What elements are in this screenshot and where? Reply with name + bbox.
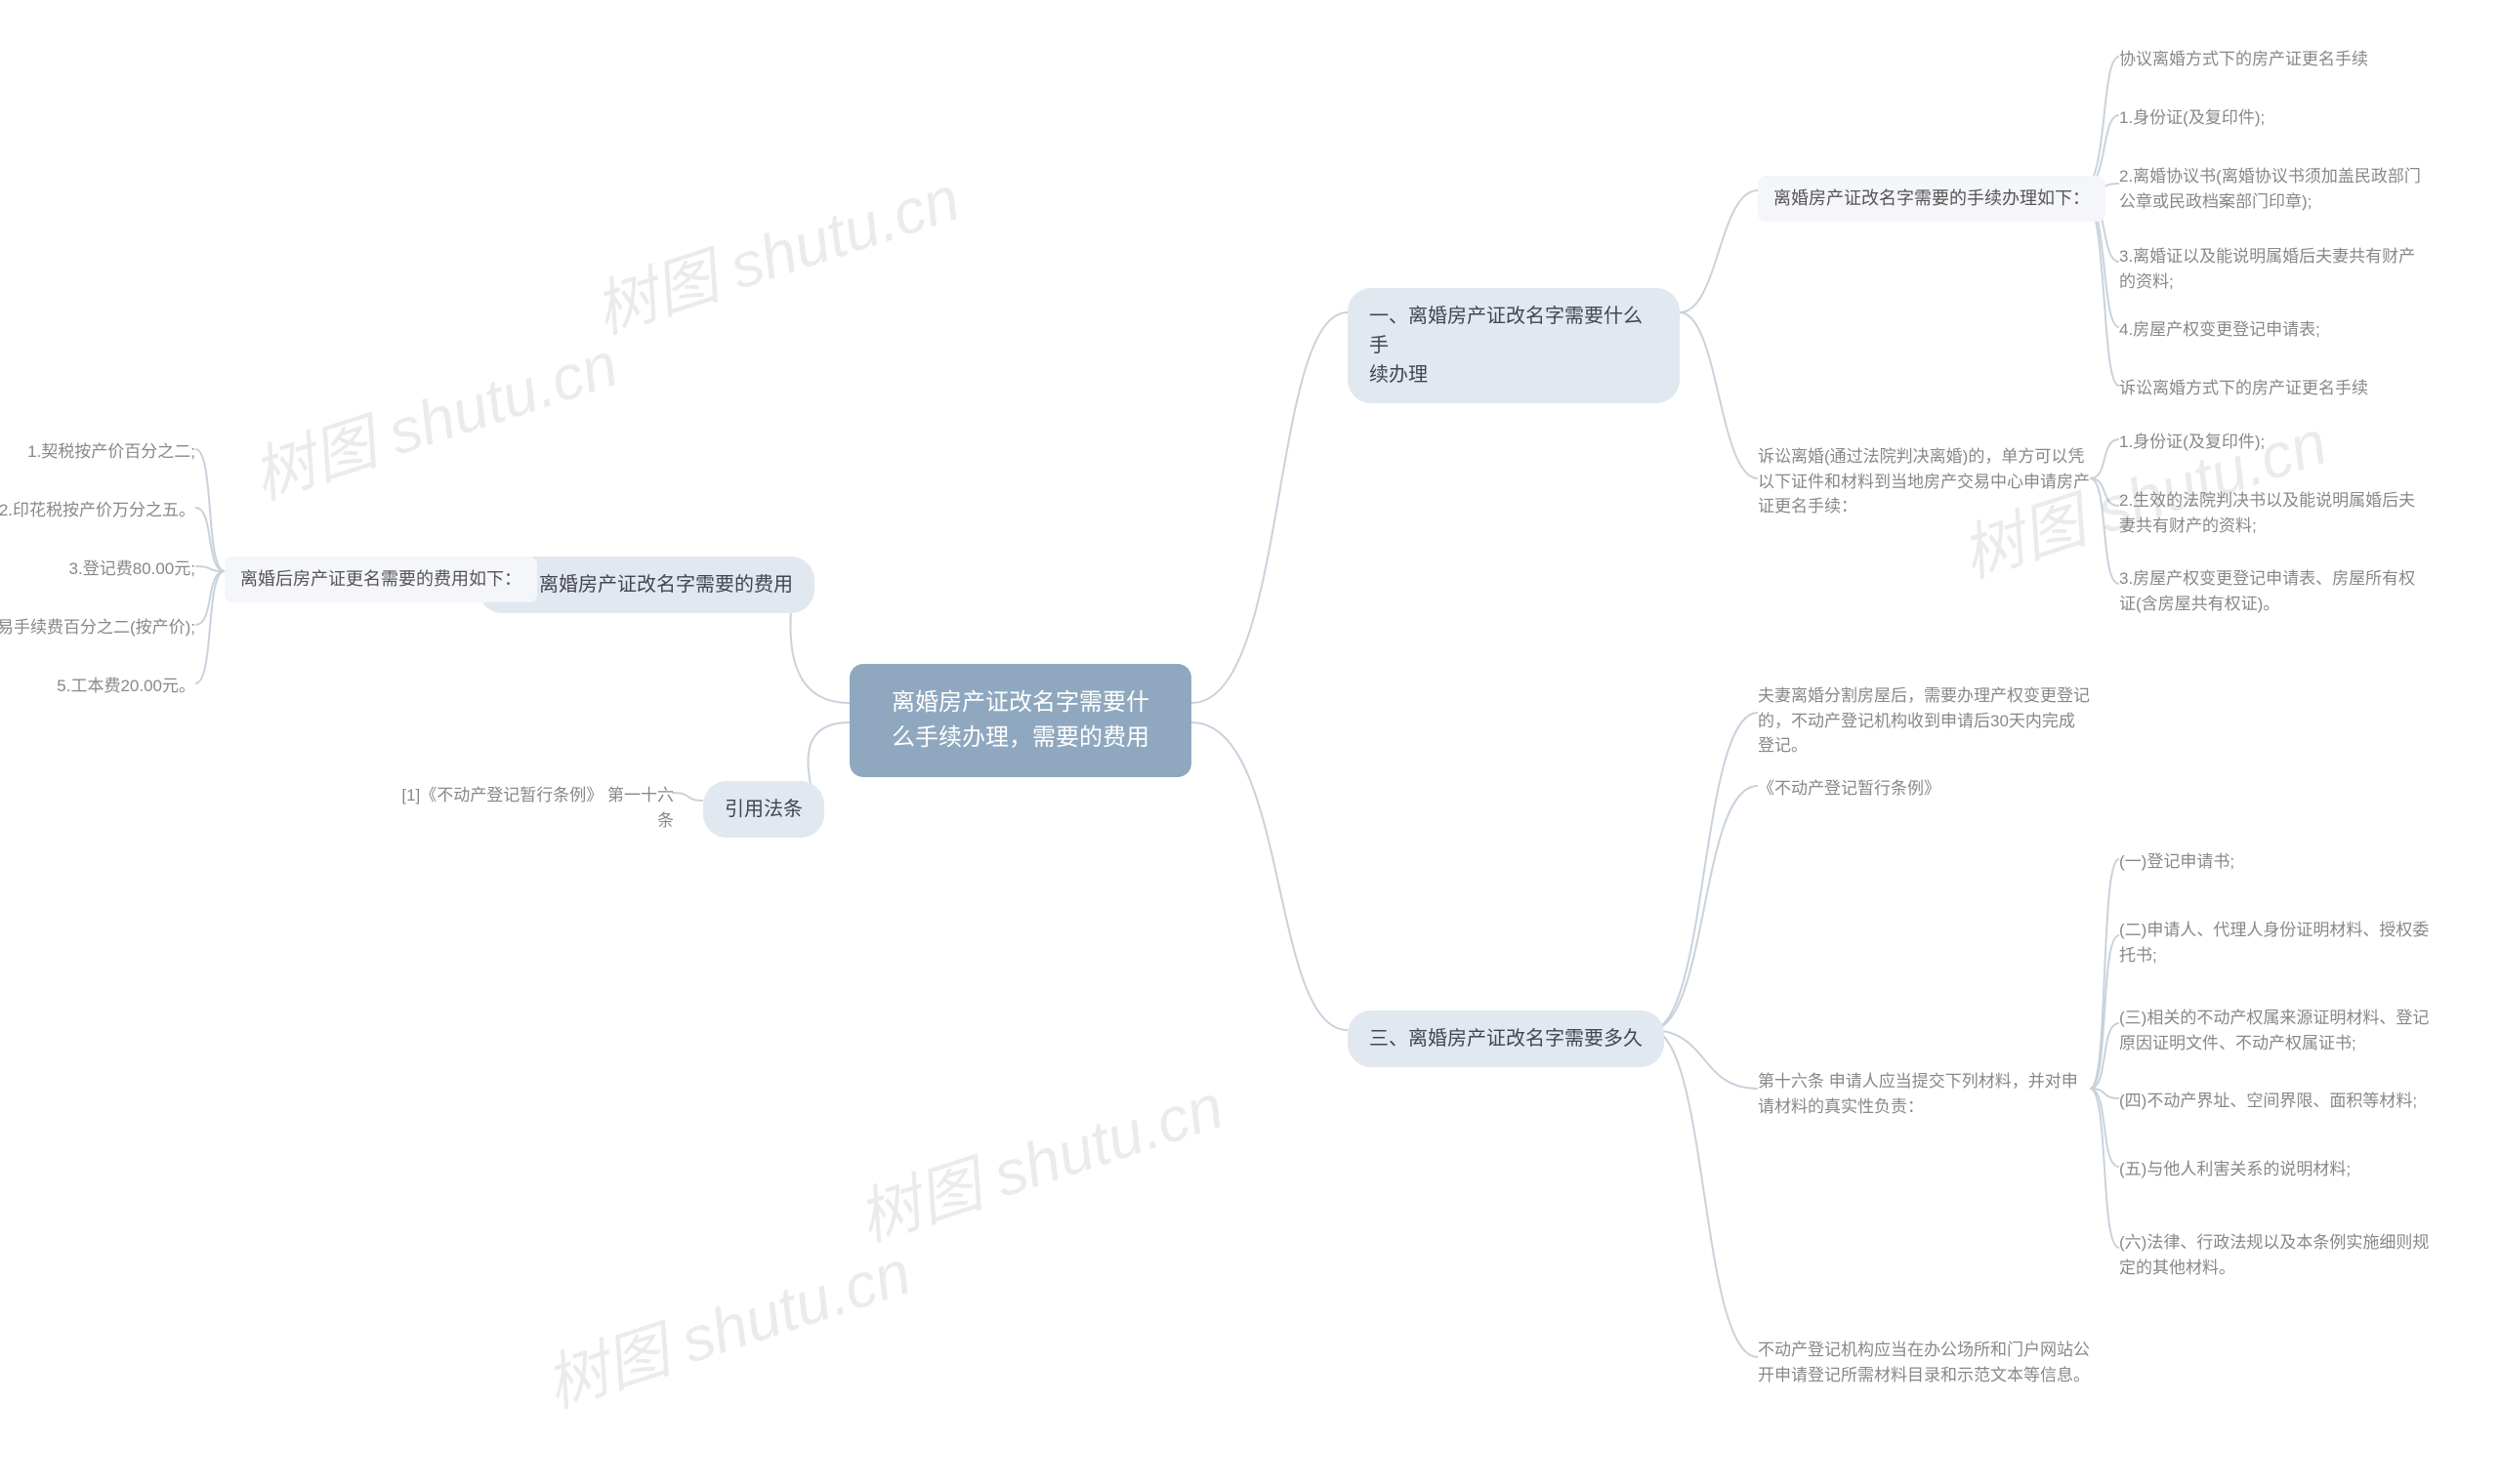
branch-3-sub-leaf: (一)登记申请书; — [2119, 849, 2432, 875]
branch-1-sub-1-leaf: 3.离婚证以及能说明属婚后夫妻共有财产的资料; — [2119, 244, 2432, 294]
branch-3-sub-leaf: (三)相关的不动产权属来源证明材料、登记原因证明文件、不动产权属证书; — [2119, 1006, 2432, 1055]
branch-4: 引用法条 — [703, 781, 824, 838]
watermark: 树图 shutu.cn — [239, 314, 627, 516]
branch-1-sub-2: 诉讼离婚(通过法院判决离婚)的，单方可以凭以下证件和材料到当地房产交易中心申请房… — [1758, 444, 2090, 519]
branch-1-sub-1-leaf: 2.离婚协议书(离婚协议书须加盖民政部门公章或民政档案部门印章); — [2119, 164, 2432, 214]
branch-1-sub-1: 离婚房产证改名字需要的手续办理如下： — [1758, 176, 2105, 222]
branch-2-leaf: 4.交易手续费百分之二(按产价); — [0, 615, 195, 640]
branch-2-leaf: 3.登记费80.00元; — [0, 556, 195, 582]
branch-2-sub: 离婚后房产证更名需要的费用如下： — [225, 556, 537, 602]
branch-3-sub-leaf: (四)不动产界址、空间界限、面积等材料; — [2119, 1089, 2432, 1114]
branch-2-leaf: 5.工本费20.00元。 — [0, 674, 195, 699]
watermark: 树图 shutu.cn — [581, 148, 969, 350]
branch-1-sub-2-leaf: 1.身份证(及复印件); — [2119, 430, 2432, 455]
branch-3-sub-leaf: (二)申请人、代理人身份证明材料、授权委托书; — [2119, 918, 2432, 968]
branch-3-sub: 第十六条 申请人应当提交下列材料，并对申请材料的真实性负责： — [1758, 1069, 2090, 1119]
watermark: 树图 shutu.cn — [532, 1222, 920, 1424]
branch-3: 三、离婚房产证改名字需要多久 — [1348, 1010, 1664, 1067]
branch-3-leaf: 《不动产登记暂行条例》 — [1758, 776, 2090, 802]
branch-1-sub-1-leaf: 1.身份证(及复印件); — [2119, 105, 2432, 131]
branch-1-sub-1-leaf: 诉讼离婚方式下的房产证更名手续 — [2119, 376, 2432, 401]
branch-1-sub-2-leaf: 3.房屋产权变更登记申请表、房屋所有权证(含房屋共有权证)。 — [2119, 566, 2432, 616]
branch-1: 一、离婚房产证改名字需要什么手 续办理 — [1348, 288, 1680, 403]
branch-2-leaf: 1.契税按产价百分之二; — [0, 439, 195, 465]
branch-3-tail: 不动产登记机构应当在办公场所和门户网站公开申请登记所需材料目录和示范文本等信息。 — [1758, 1338, 2090, 1387]
branch-3-sub-leaf: (五)与他人利害关系的说明材料; — [2119, 1157, 2432, 1182]
branch-1-sub-2-leaf: 2.生效的法院判决书以及能说明属婚后夫妻共有财产的资料; — [2119, 488, 2432, 538]
watermark: 树图 shutu.cn — [845, 1056, 1232, 1258]
branch-1-sub-1-leaf: 4.房屋产权变更登记申请表; — [2119, 317, 2432, 343]
branch-4-leaf: [1]《不动产登记暂行条例》 第一十六条 — [391, 783, 674, 833]
root-node: 离婚房产证改名字需要什 么手续办理，需要的费用 — [850, 664, 1191, 777]
branch-2-leaf: 2.印花税按产价万分之五。 — [0, 498, 195, 523]
branch-3-leaf: 夫妻离婚分割房屋后，需要办理产权变更登记的，不动产登记机构收到申请后30天内完成… — [1758, 683, 2090, 759]
branch-1-sub-1-leaf: 协议离婚方式下的房产证更名手续 — [2119, 47, 2432, 72]
branch-3-sub-leaf: (六)法律、行政法规以及本条例实施细则规定的其他材料。 — [2119, 1230, 2432, 1280]
